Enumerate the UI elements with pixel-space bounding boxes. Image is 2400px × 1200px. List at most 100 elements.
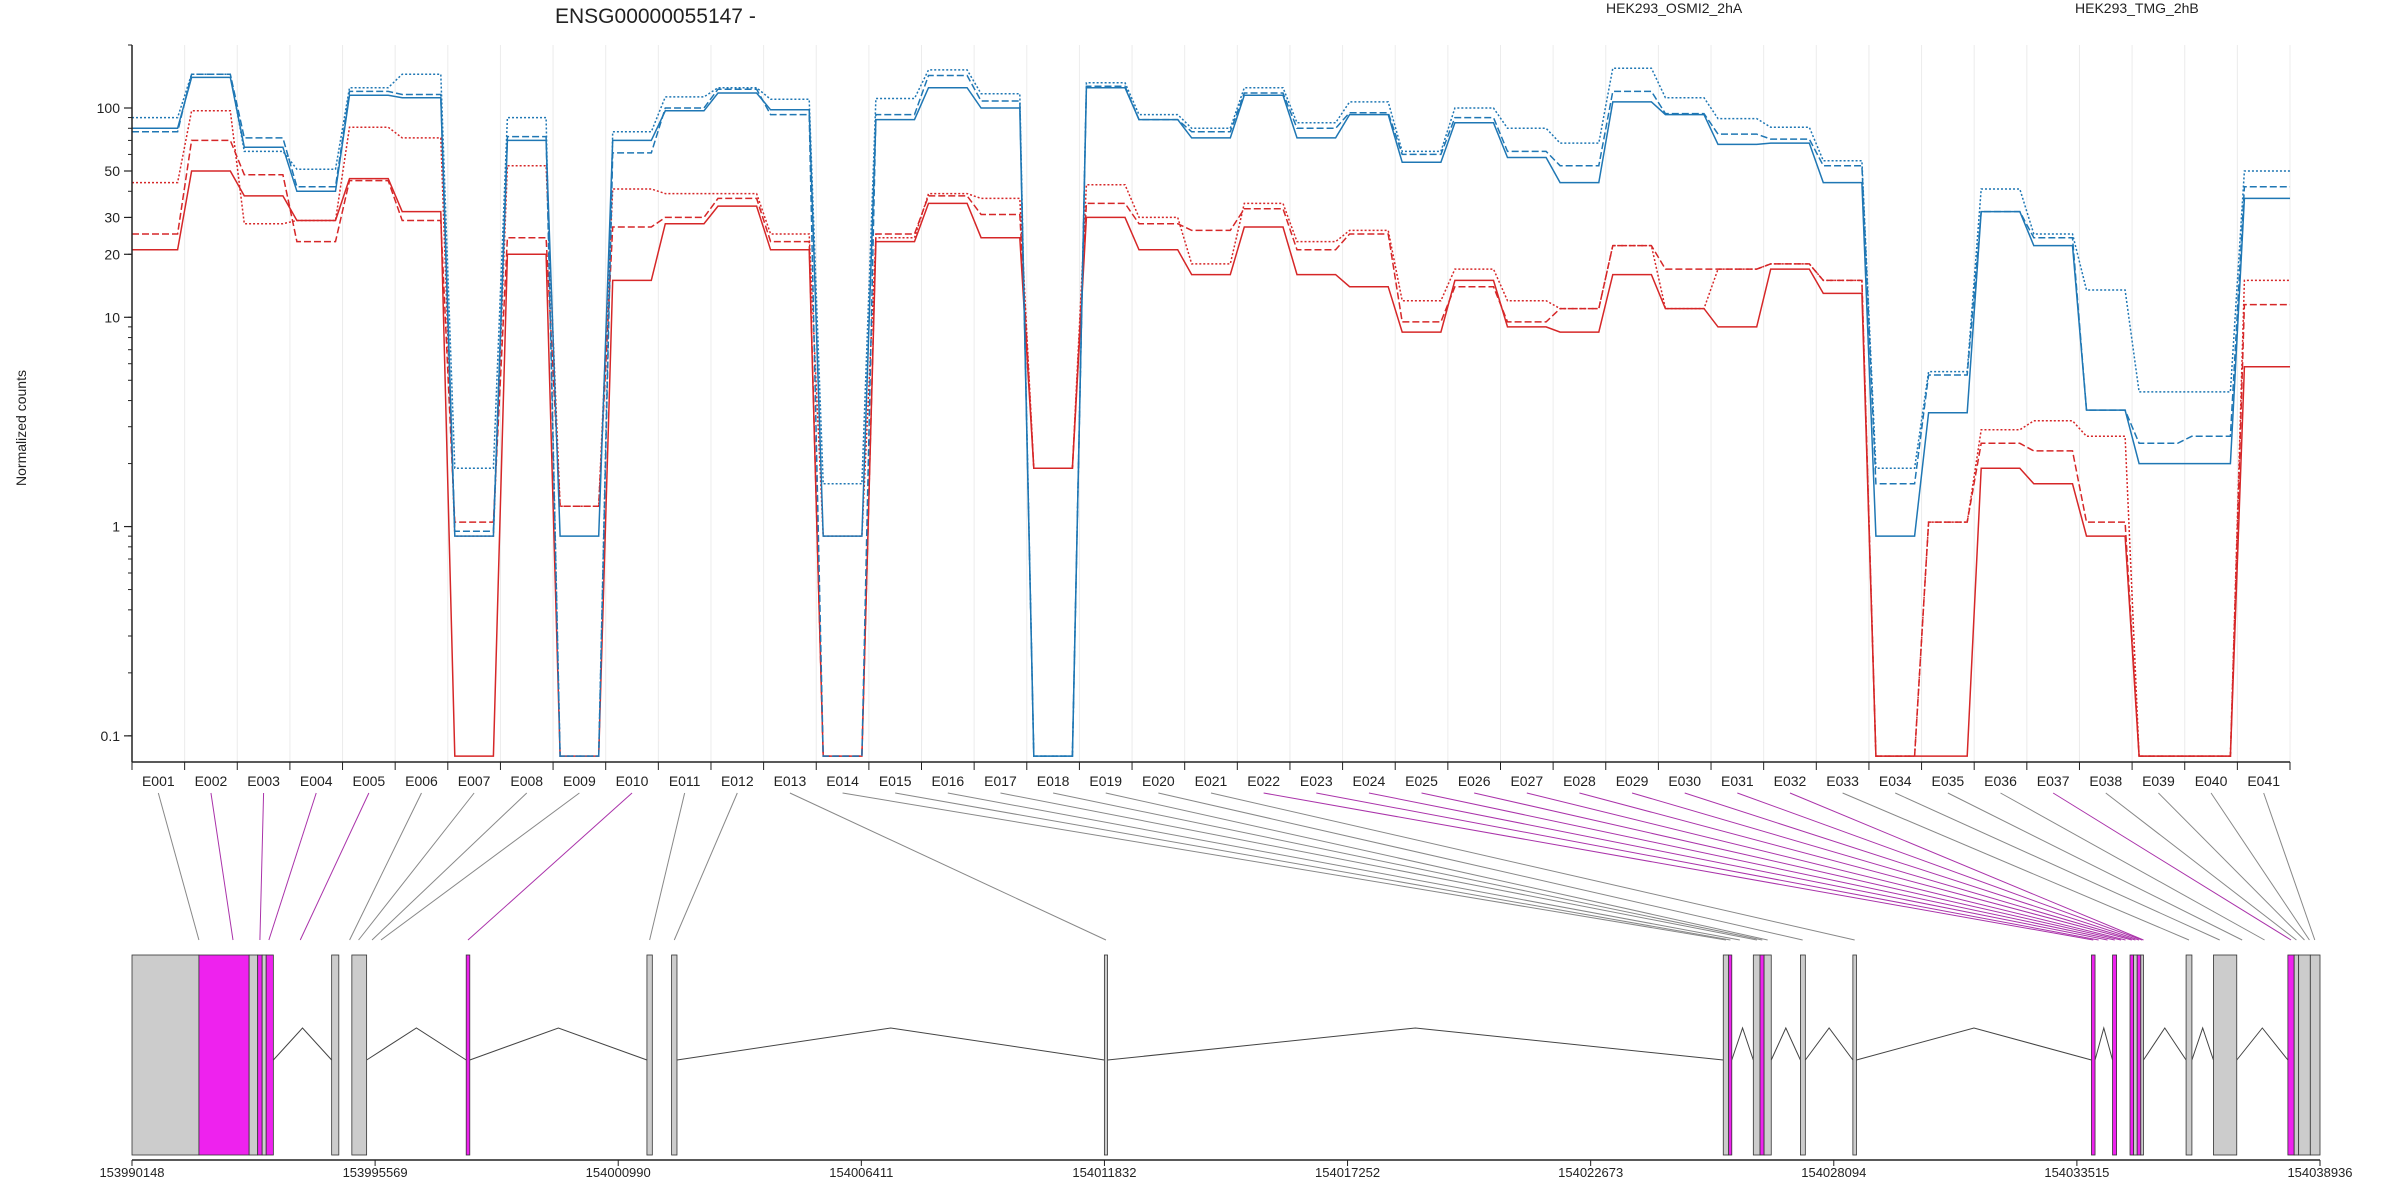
x-tick-label: E013 bbox=[774, 773, 807, 789]
intron-line bbox=[1731, 1026, 1754, 1061]
intron-line bbox=[2191, 1026, 2214, 1061]
x-tick-label: E033 bbox=[1826, 773, 1859, 789]
x-tick-label: E022 bbox=[1247, 773, 1280, 789]
x-tick-label: E005 bbox=[353, 773, 386, 789]
exon-block bbox=[2213, 954, 2238, 1156]
exon-connector bbox=[1000, 792, 1757, 941]
series-line-b-dotted bbox=[132, 67, 2290, 757]
x-tick-label: E003 bbox=[247, 773, 280, 789]
x-tick-label: E008 bbox=[510, 773, 543, 789]
x-tick-label: E039 bbox=[2142, 773, 2175, 789]
x-tick-label: E006 bbox=[405, 773, 438, 789]
intron-line bbox=[272, 1027, 333, 1061]
exon-block bbox=[351, 954, 368, 1156]
intron-line bbox=[2236, 1027, 2289, 1061]
x-tick-label: E035 bbox=[1932, 773, 1965, 789]
exon-connector bbox=[2263, 792, 2316, 941]
chart-title: ENSG00000055147 - bbox=[555, 5, 756, 28]
exon-connector bbox=[268, 792, 317, 941]
x-tick-label: E028 bbox=[1563, 773, 1596, 789]
exon-connector bbox=[2158, 792, 2305, 941]
x-tick-label: E015 bbox=[879, 773, 912, 789]
x-tick-label: E040 bbox=[2195, 773, 2228, 789]
exon-connector bbox=[1158, 792, 1803, 941]
genomic-coordinate-label: 154017252 bbox=[1315, 1165, 1380, 1180]
x-tick-label: E010 bbox=[616, 773, 649, 789]
exon-connector bbox=[358, 792, 475, 941]
exon-block bbox=[2140, 954, 2144, 1156]
exon-block bbox=[1800, 954, 1806, 1156]
exon-connector bbox=[649, 792, 686, 941]
series-lines bbox=[132, 67, 2290, 757]
genomic-coordinate-label: 154006411 bbox=[829, 1165, 893, 1180]
x-tick-label: E031 bbox=[1721, 773, 1754, 789]
y-tick-label: 20 bbox=[104, 246, 120, 262]
intron-line bbox=[469, 1027, 648, 1061]
x-tick-label: E026 bbox=[1458, 773, 1491, 789]
x-tick-label: E001 bbox=[142, 773, 175, 789]
exon-connector bbox=[1421, 792, 2115, 941]
exon-block bbox=[2298, 954, 2311, 1156]
x-tick-label: E032 bbox=[1774, 773, 1807, 789]
exon-connector bbox=[1526, 792, 2126, 941]
x-tick-label: E011 bbox=[669, 773, 701, 789]
exon-block-highlighted bbox=[2129, 954, 2135, 1156]
exon-connector bbox=[1263, 792, 2094, 941]
exon-block-highlighted bbox=[2287, 954, 2295, 1156]
genomic-coordinate-label: 154038936 bbox=[2287, 1165, 2352, 1180]
intron-line bbox=[2143, 1027, 2187, 1061]
x-tick-label: E041 bbox=[2247, 773, 2280, 789]
series-line-a-dotted bbox=[132, 110, 2290, 757]
exon-block-highlighted bbox=[2091, 954, 2096, 1156]
x-tick-label: E037 bbox=[2037, 773, 2070, 789]
exon-block-highlighted bbox=[265, 954, 274, 1156]
exon-connector bbox=[1052, 792, 1763, 941]
exon-block-highlighted bbox=[2112, 954, 2117, 1156]
exon-block bbox=[248, 954, 259, 1156]
exon-connector bbox=[157, 792, 200, 941]
exon-connector bbox=[1631, 792, 2136, 941]
y-tick-label: 30 bbox=[104, 209, 120, 225]
exon-block-highlighted bbox=[1759, 954, 1765, 1156]
exon-connector bbox=[380, 792, 580, 941]
x-tick-label: E012 bbox=[721, 773, 754, 789]
x-tick-label: E034 bbox=[1879, 773, 1912, 789]
y-tick-label: 100 bbox=[97, 100, 121, 116]
gene-model: 153990148 153995569 154000990 154006411 1540… bbox=[99, 954, 2353, 1180]
intron-line bbox=[1856, 1027, 2092, 1061]
exon-connector bbox=[2052, 792, 2292, 941]
x-tick-label: E029 bbox=[1616, 773, 1649, 789]
exon-block bbox=[1763, 954, 1772, 1156]
exon-block-highlighted bbox=[1728, 954, 1733, 1156]
x-tick-label: E019 bbox=[1089, 773, 1122, 789]
exon-connector bbox=[1842, 792, 2190, 941]
exon-connector bbox=[673, 792, 738, 941]
legend-entry-osmi2: HEK293_OSMI2_2hA bbox=[1606, 0, 1743, 16]
exon-block bbox=[646, 954, 653, 1156]
exon-connector bbox=[1579, 792, 2132, 941]
exon-connector bbox=[842, 792, 1727, 941]
exon-block-highlighted bbox=[2136, 954, 2142, 1156]
exon-block bbox=[2185, 954, 2193, 1156]
exon-block bbox=[1103, 954, 1108, 1156]
series-line-a-dashed bbox=[132, 139, 2290, 757]
x-tick-label: E025 bbox=[1405, 773, 1438, 789]
exon-connector bbox=[1474, 792, 2122, 941]
exon-block-highlighted bbox=[198, 954, 250, 1156]
x-tick-label: E014 bbox=[826, 773, 859, 789]
exon-block bbox=[2133, 954, 2138, 1156]
exon-connector bbox=[895, 792, 1731, 941]
x-tick-label: E024 bbox=[1353, 773, 1386, 789]
exon-block-highlighted bbox=[257, 954, 263, 1156]
y-tick-label: 0.1 bbox=[101, 728, 121, 744]
x-tick-label: E018 bbox=[1037, 773, 1070, 789]
genomic-coordinate-label: 154028094 bbox=[1801, 1165, 1866, 1180]
genomic-coordinate-label: 154011832 bbox=[1072, 1165, 1136, 1180]
exon-connector bbox=[2000, 792, 2265, 941]
exon-block-highlighted bbox=[465, 954, 471, 1156]
exon-block bbox=[331, 954, 340, 1156]
exon-connector bbox=[467, 792, 633, 941]
exon-connector bbox=[1105, 792, 1768, 941]
x-tick-label: E027 bbox=[1510, 773, 1543, 789]
